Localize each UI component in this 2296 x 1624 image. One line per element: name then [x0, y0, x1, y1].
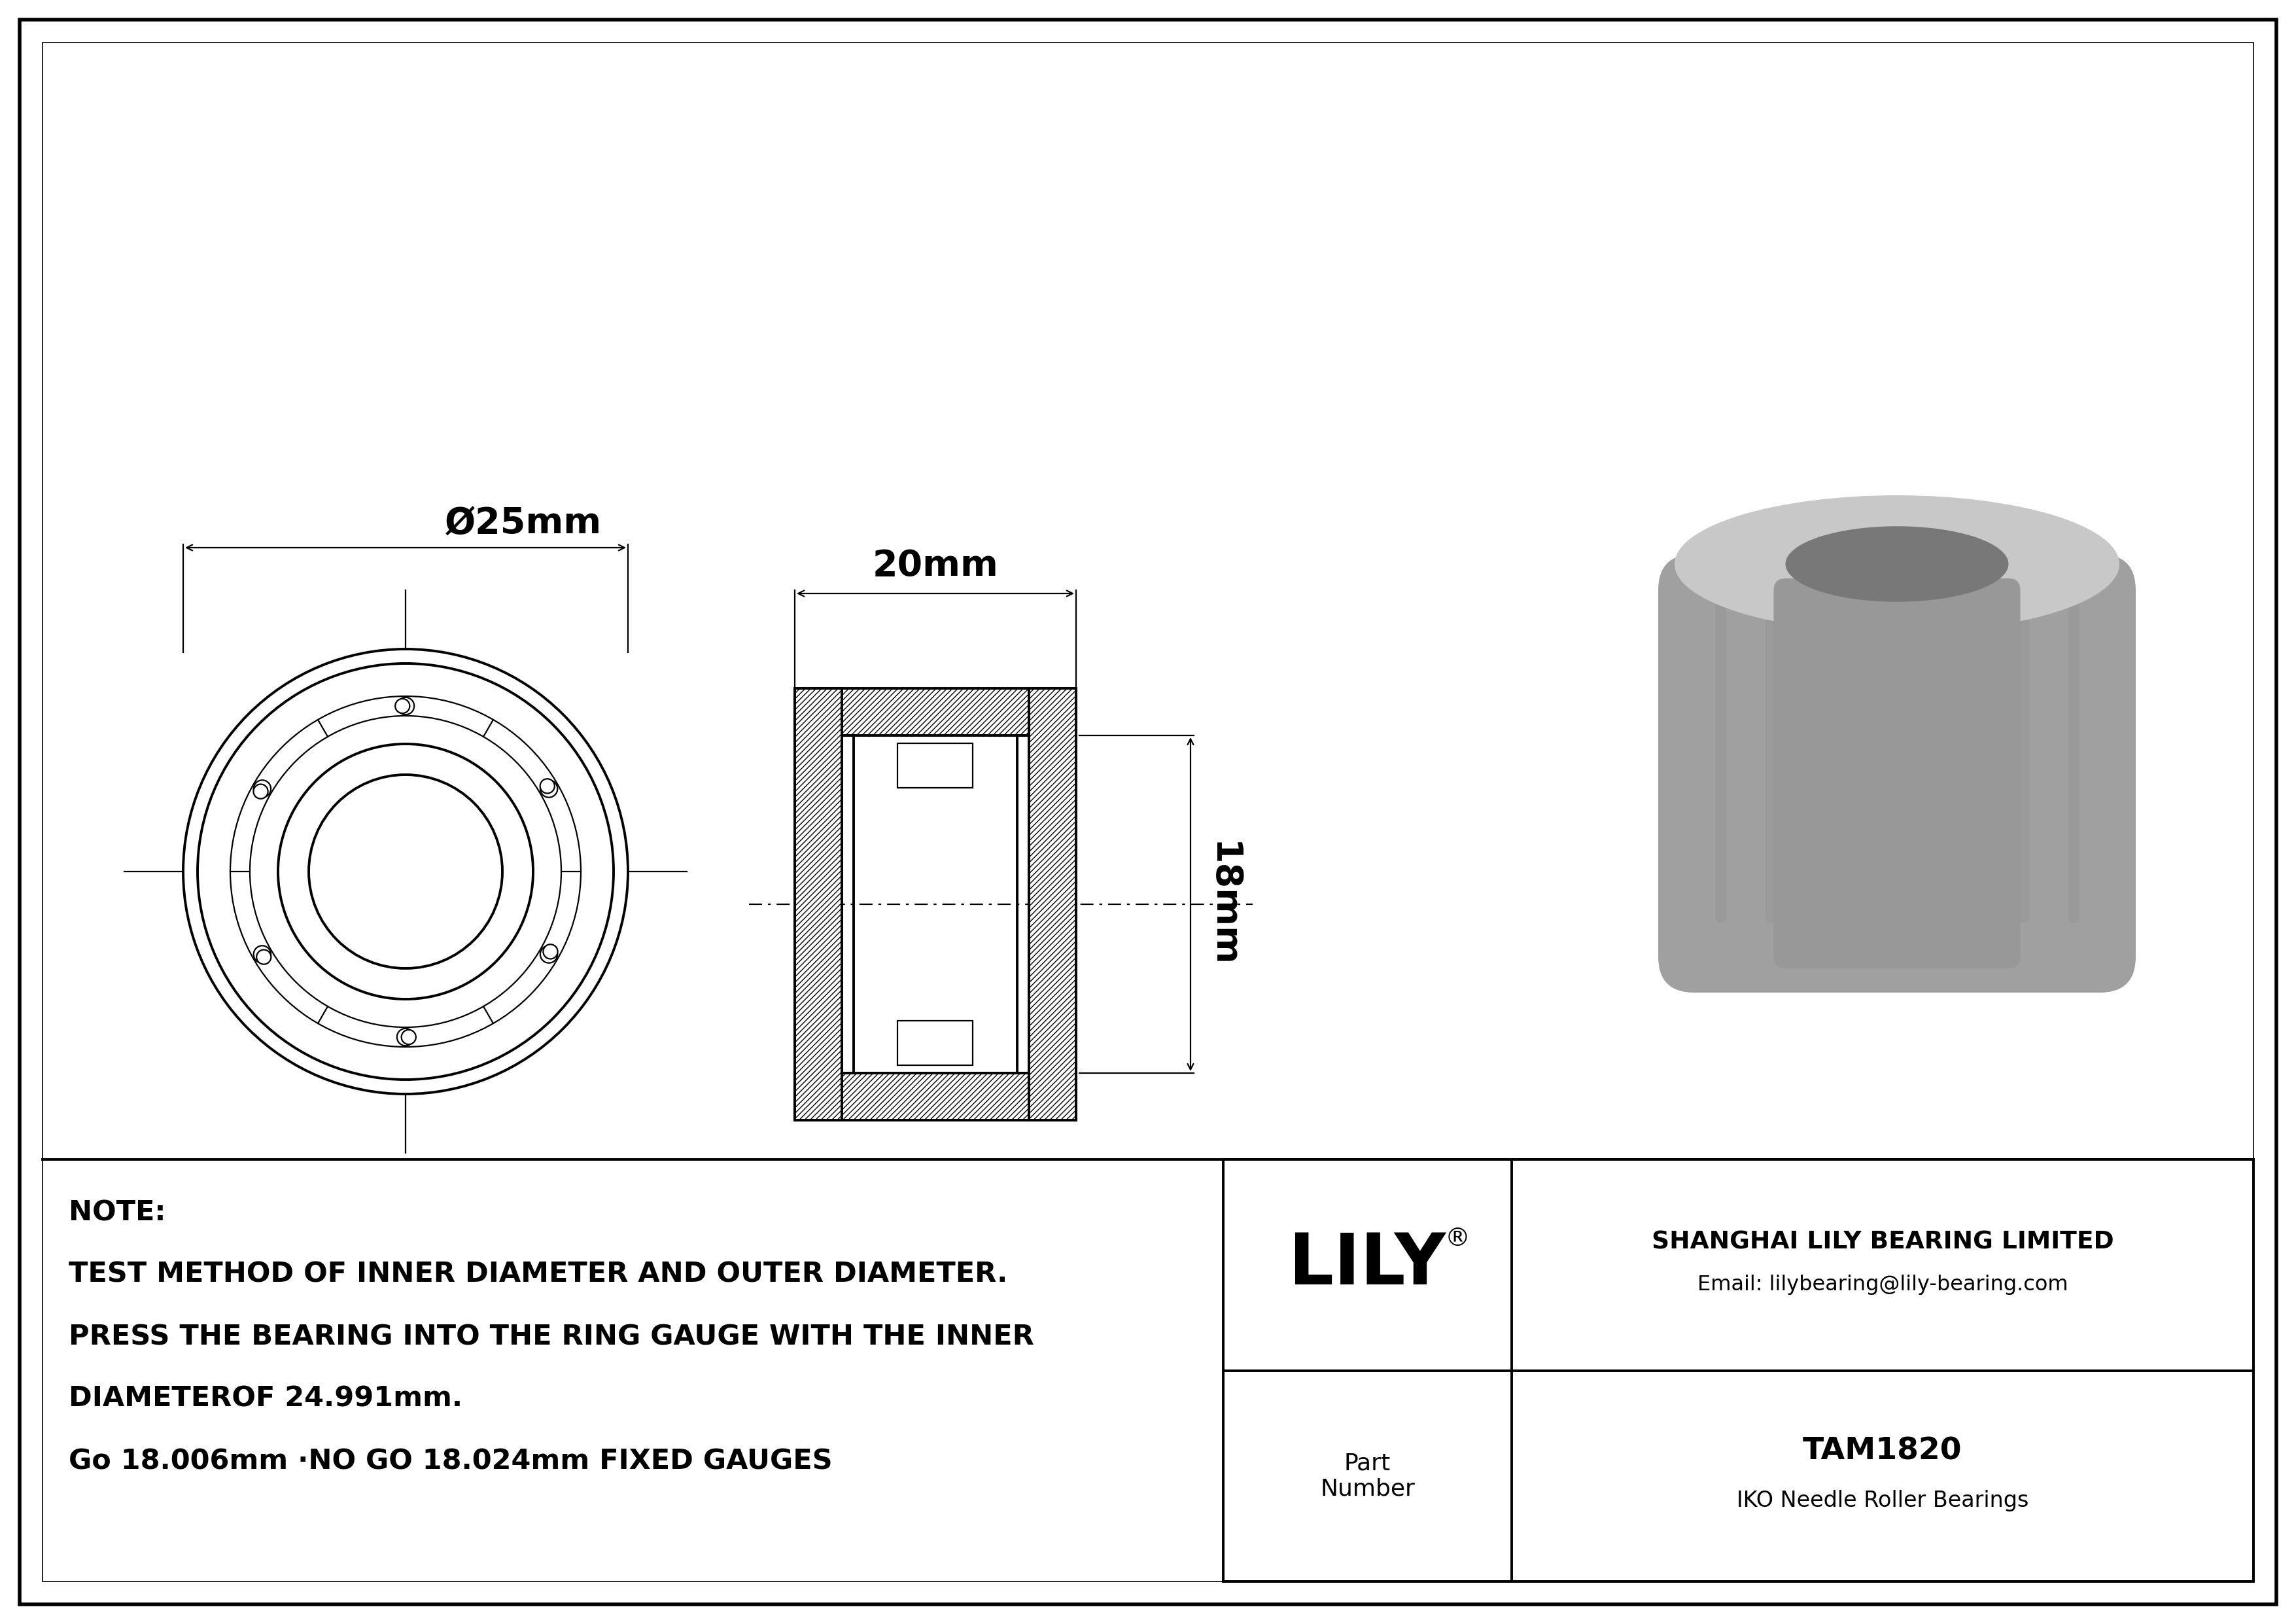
Circle shape [278, 744, 533, 999]
Circle shape [253, 945, 271, 963]
Circle shape [540, 780, 556, 794]
Ellipse shape [1786, 526, 2009, 603]
Circle shape [197, 664, 613, 1080]
Circle shape [402, 1030, 416, 1044]
Ellipse shape [1674, 495, 2119, 633]
Circle shape [540, 780, 558, 797]
Circle shape [397, 1028, 413, 1046]
Circle shape [253, 784, 269, 799]
Text: NOTE:: NOTE: [69, 1199, 165, 1226]
FancyBboxPatch shape [1658, 554, 2135, 992]
Circle shape [308, 775, 503, 968]
Bar [898, 744, 974, 788]
Bar [794, 689, 843, 1121]
Circle shape [257, 950, 271, 965]
Text: Email: lilybearing@lily-bearing.com: Email: lilybearing@lily-bearing.com [1697, 1275, 2069, 1294]
Text: Part
Number: Part Number [1320, 1452, 1414, 1501]
Circle shape [540, 945, 558, 963]
Circle shape [184, 650, 629, 1095]
FancyBboxPatch shape [1775, 578, 2020, 968]
Circle shape [395, 698, 409, 713]
Circle shape [397, 697, 413, 715]
Text: 18mm: 18mm [1205, 841, 1240, 968]
Text: SHANGHAI LILY BEARING LIMITED: SHANGHAI LILY BEARING LIMITED [1651, 1231, 2115, 1254]
Circle shape [253, 780, 271, 797]
Text: PRESS THE BEARING INTO THE RING GAUGE WITH THE INNER: PRESS THE BEARING INTO THE RING GAUGE WI… [69, 1324, 1033, 1351]
Text: DIAMETEROF 24.991mm.: DIAMETEROF 24.991mm. [69, 1385, 461, 1413]
Text: ®: ® [1444, 1226, 1469, 1250]
Bar [794, 1073, 1077, 1121]
Bar [1224, 1160, 2252, 1582]
Text: IKO Needle Roller Bearings: IKO Needle Roller Bearings [1736, 1491, 2030, 1512]
Text: Ø25mm: Ø25mm [445, 505, 602, 541]
Text: 20mm: 20mm [872, 549, 999, 583]
Text: Go 18.006mm ·NO GO 18.024mm FIXED GAUGES: Go 18.006mm ·NO GO 18.024mm FIXED GAUGES [69, 1447, 833, 1475]
Circle shape [544, 945, 558, 958]
Bar [1029, 689, 1077, 1121]
Text: TAM1820: TAM1820 [1802, 1436, 1963, 1466]
Text: TEST METHOD OF INNER DIAMETER AND OUTER DIAMETER.: TEST METHOD OF INNER DIAMETER AND OUTER … [69, 1260, 1008, 1288]
Bar [794, 689, 1077, 736]
Text: LILY: LILY [1288, 1231, 1446, 1299]
Bar [898, 1021, 974, 1065]
